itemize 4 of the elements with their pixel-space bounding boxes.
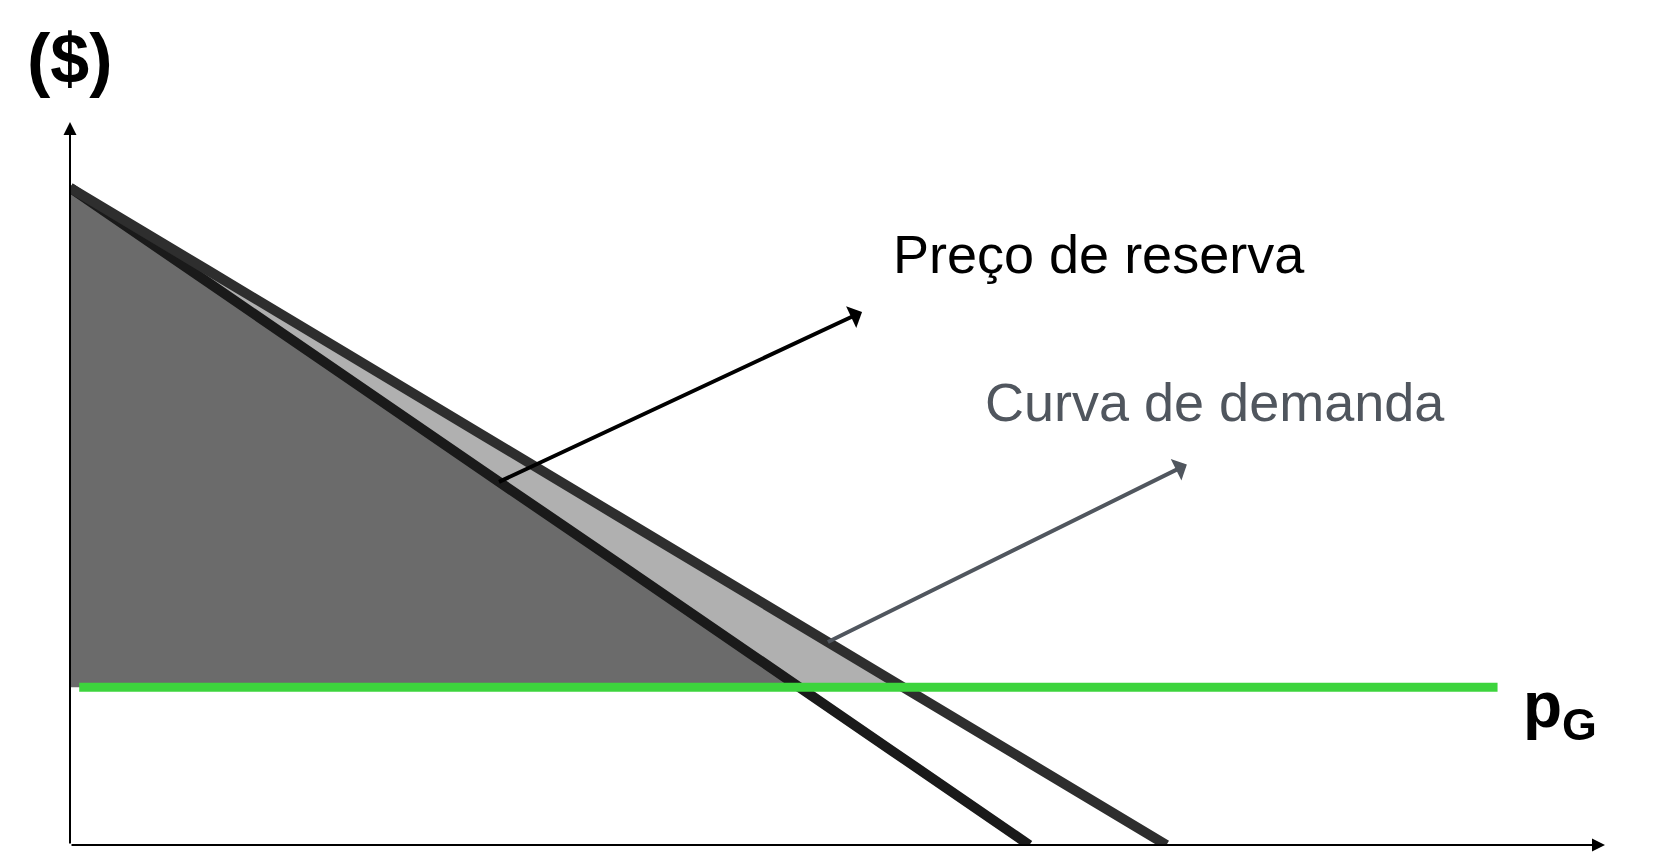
- annotation: Preço de reserva: [893, 224, 1306, 284]
- annotation: Curva de demanda: [985, 372, 1446, 432]
- ref-line-label: p$_{G}$: [1523, 669, 1597, 750]
- y-axis-title: ($): [27, 20, 113, 98]
